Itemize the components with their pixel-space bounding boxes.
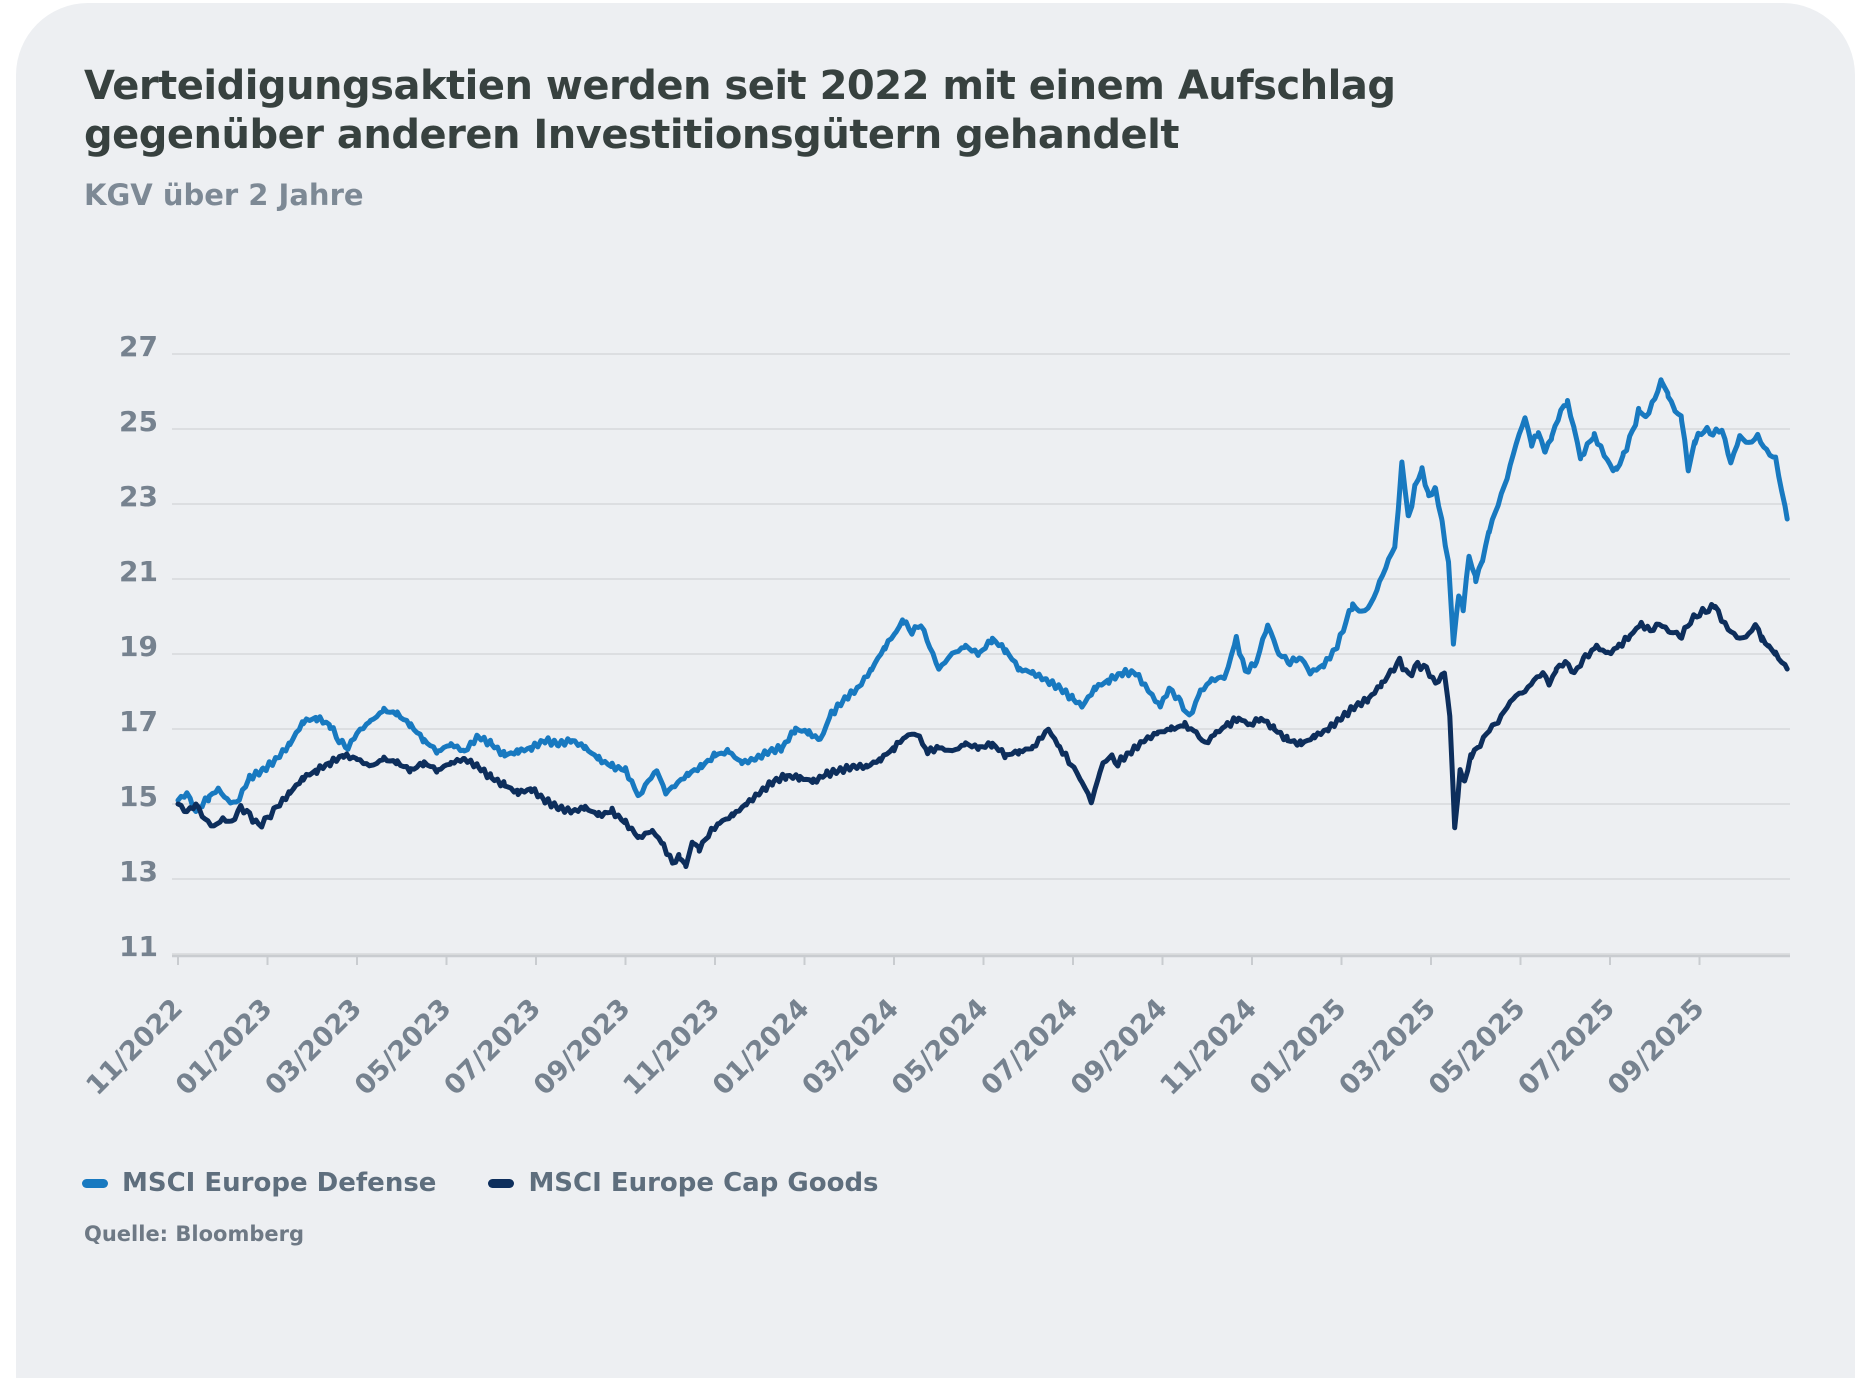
x-axis-tick-label: 01/2023 <box>170 993 279 1102</box>
chart-title-line1: Verteidigungsaktien werden seit 2022 mit… <box>84 63 1396 109</box>
x-axis-tick-label: 09/2025 <box>1602 993 1711 1102</box>
chart-header: Verteidigungsaktien werden seit 2022 mit… <box>84 62 1784 212</box>
x-axis-tick-label: 07/2024 <box>975 993 1084 1102</box>
chart-legend: MSCI Europe Defense MSCI Europe Cap Good… <box>82 1168 879 1198</box>
x-axis-tick-label: 05/2025 <box>1423 993 1532 1102</box>
x-axis-tick-label: 11/2024 <box>1154 993 1263 1102</box>
y-axis-tick-label: 15 <box>119 780 158 813</box>
legend-label-capgoods: MSCI Europe Cap Goods <box>528 1168 879 1198</box>
source-note: Quelle: Bloomberg <box>84 1222 304 1246</box>
chart-card <box>16 3 1855 1378</box>
y-axis-tick-label: 25 <box>119 405 158 438</box>
legend-item-defense: MSCI Europe Defense <box>82 1168 436 1198</box>
legend-item-capgoods: MSCI Europe Cap Goods <box>488 1168 879 1198</box>
series-line-msci-europe-defense <box>175 377 1790 814</box>
chart-subtitle: KGV über 2 Jahre <box>84 178 364 212</box>
chart-title: Verteidigungsaktien werden seit 2022 mit… <box>84 62 1784 160</box>
x-axis-tick-label: 05/2024 <box>886 993 995 1102</box>
y-axis-tick-label: 13 <box>119 855 158 888</box>
series-line-msci-europe-cap-goods <box>175 602 1790 869</box>
legend-swatch-capgoods-icon <box>488 1178 515 1188</box>
x-axis-tick-label: 09/2023 <box>528 993 637 1102</box>
x-axis-tick-label: 07/2023 <box>438 993 547 1102</box>
legend-swatch-defense-icon <box>82 1178 108 1188</box>
x-axis-tick-label: 11/2023 <box>617 993 726 1102</box>
y-axis-tick-label: 23 <box>119 480 158 513</box>
x-axis-tick-label: 03/2023 <box>259 993 368 1102</box>
y-axis-tick-label: 11 <box>119 930 158 963</box>
y-axis-tick-label: 27 <box>119 330 158 363</box>
x-axis-tick-label: 03/2024 <box>796 993 905 1102</box>
x-axis-tick-label: 09/2024 <box>1065 993 1174 1102</box>
x-axis-tick-label: 03/2025 <box>1333 993 1442 1102</box>
x-axis-tick-label: 01/2025 <box>1244 993 1353 1102</box>
y-axis-tick-label: 19 <box>119 630 158 663</box>
y-axis-tick-label: 17 <box>119 705 158 738</box>
legend-label-defense: MSCI Europe Defense <box>122 1168 437 1198</box>
y-axis-tick-label: 21 <box>119 555 158 588</box>
x-axis-tick-label: 11/2022 <box>80 993 189 1102</box>
x-axis-tick-label: 05/2023 <box>349 993 458 1102</box>
x-axis-tick-label: 01/2024 <box>707 993 816 1102</box>
x-axis-tick-label: 07/2025 <box>1512 993 1621 1102</box>
chart-title-line2: gegenüber anderen Investitionsgütern geh… <box>84 112 1179 158</box>
